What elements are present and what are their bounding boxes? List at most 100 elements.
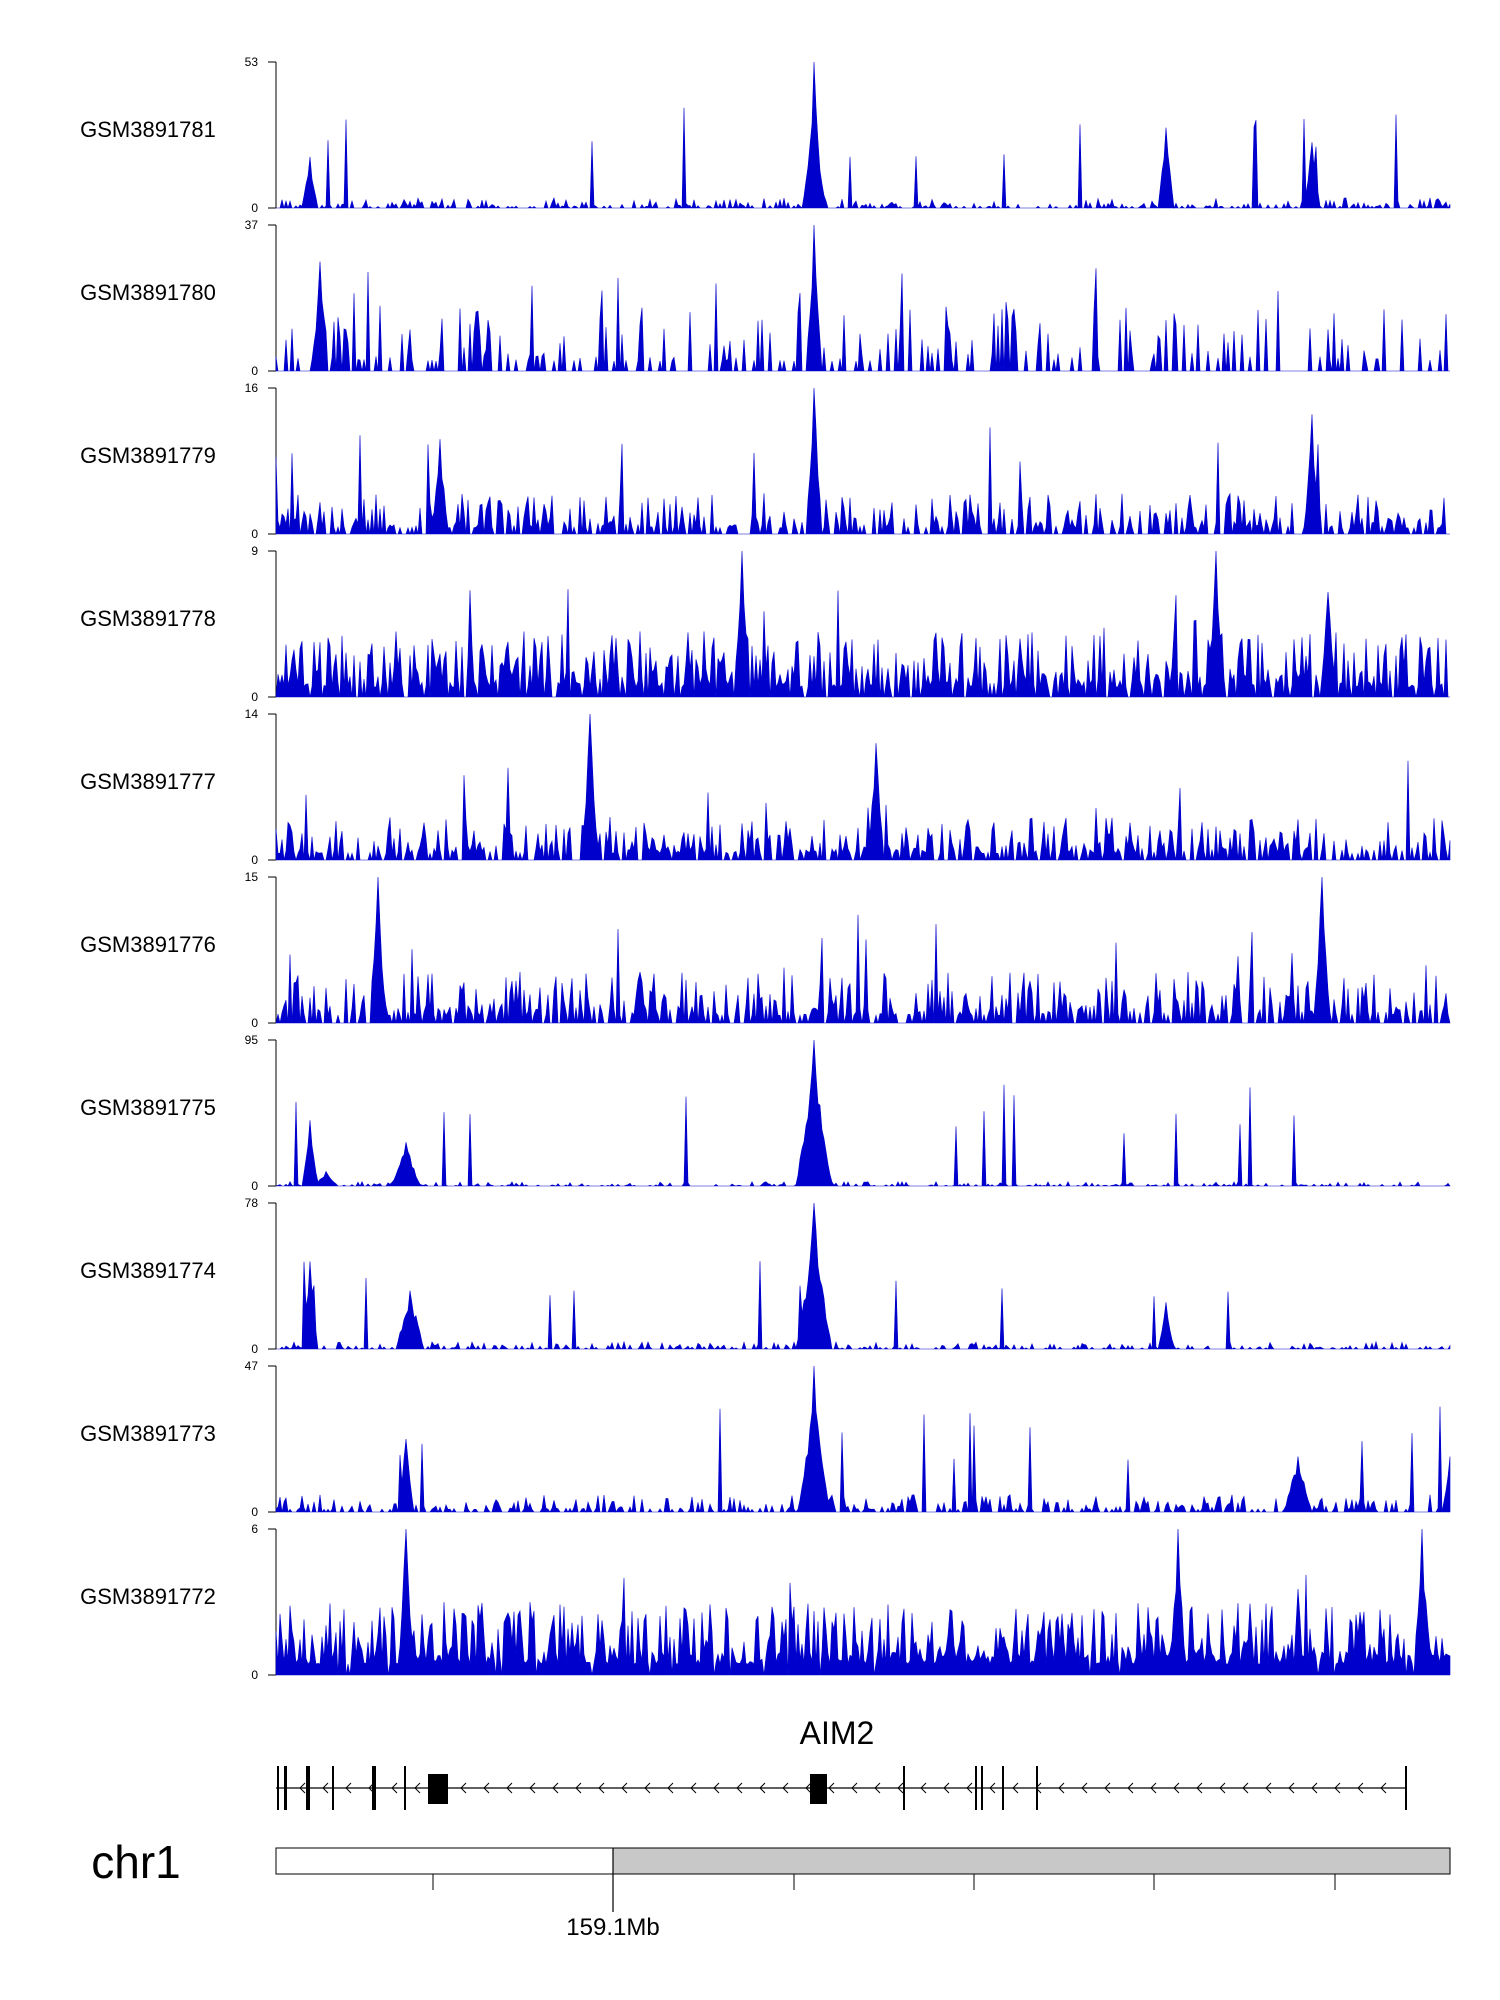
track-label: GSM3891777	[80, 769, 216, 794]
strand-arrow	[759, 1782, 766, 1794]
ideogram-band-gray	[612, 1847, 1451, 1875]
y-max-label: 47	[245, 1359, 259, 1373]
exon	[981, 1766, 983, 1810]
track-label: GSM3891773	[80, 1421, 216, 1446]
y-max-label: 16	[245, 381, 259, 395]
track-label: GSM3891778	[80, 606, 216, 631]
strand-arrow	[943, 1782, 950, 1794]
track-label: GSM3891780	[80, 280, 216, 305]
strand-arrow	[897, 1782, 904, 1794]
y-max-label: 95	[245, 1033, 259, 1047]
track-label: GSM3891774	[80, 1258, 216, 1283]
strand-arrow	[713, 1782, 720, 1794]
signal-area	[275, 387, 1450, 536]
y-max-label: 37	[245, 218, 259, 232]
strand-arrow	[1334, 1782, 1341, 1794]
signal-area	[275, 713, 1451, 862]
strand-arrow	[1288, 1782, 1295, 1794]
strand-arrow	[920, 1782, 927, 1794]
exon	[332, 1766, 334, 1810]
track-label: GSM3891775	[80, 1095, 216, 1120]
track-GSM3891772: GSM3891772 6 0	[80, 1522, 1451, 1682]
y-min-label: 0	[251, 201, 258, 215]
signal-area	[276, 61, 1451, 210]
strand-arrow	[575, 1782, 582, 1794]
chromosome-ideogram: chr1 159.1Mb	[91, 1836, 1451, 1941]
strand-arrow	[345, 1782, 352, 1794]
y-min-label: 0	[251, 1179, 258, 1193]
strand-arrow	[529, 1782, 536, 1794]
strand-arrow	[1127, 1782, 1134, 1794]
strand-arrow	[966, 1782, 973, 1794]
y-max-label: 53	[245, 55, 259, 69]
strand-arrow	[1012, 1782, 1019, 1794]
position-label: 159.1Mb	[566, 1914, 659, 1941]
y-max-label: 15	[245, 870, 259, 884]
signal-area	[275, 876, 1451, 1025]
ideogram-minor-ticks	[432, 1874, 1336, 1890]
strand-arrow	[414, 1782, 421, 1794]
track-GSM3891778: GSM3891778 9 0	[80, 544, 1450, 704]
track-label: GSM3891779	[80, 443, 216, 468]
strand-arrow	[874, 1782, 881, 1794]
exon	[1036, 1766, 1038, 1810]
strand-arrow	[1196, 1782, 1203, 1794]
strand-arrow	[1104, 1782, 1111, 1794]
track-GSM3891773: GSM3891773 47 0	[80, 1359, 1451, 1519]
strand-arrow	[805, 1782, 812, 1794]
signal-area	[275, 550, 1450, 698]
exon	[1405, 1766, 1407, 1810]
y-min-label: 0	[251, 527, 258, 541]
signal-area	[275, 224, 1450, 372]
exon	[903, 1766, 905, 1810]
exon-block	[428, 1774, 448, 1804]
strand-arrow	[1380, 1782, 1387, 1794]
strand-arrow	[1242, 1782, 1249, 1794]
strand-arrow	[322, 1782, 329, 1794]
strand-arrow	[1265, 1782, 1272, 1794]
track-label: GSM3891781	[80, 117, 216, 142]
y-min-label: 0	[251, 1668, 258, 1682]
strand-arrow	[1219, 1782, 1226, 1794]
y-min-label: 0	[251, 690, 258, 704]
exon	[372, 1766, 376, 1810]
strand-arrow	[1081, 1782, 1088, 1794]
track-GSM3891775: GSM3891775 95 0	[80, 1033, 1451, 1193]
y-min-label: 0	[251, 1016, 258, 1030]
chromosome-label: chr1	[91, 1836, 180, 1888]
track-GSM3891780: GSM3891780 37 0	[80, 218, 1450, 378]
y-min-label: 0	[251, 1342, 258, 1356]
strand-arrow	[690, 1782, 697, 1794]
track-label: GSM3891772	[80, 1584, 216, 1609]
track-GSM3891779: GSM3891779 16 0	[80, 381, 1450, 541]
exon	[1002, 1766, 1004, 1810]
gene-label: AIM2	[800, 1715, 875, 1751]
signal-area	[275, 1528, 1451, 1676]
strand-arrow	[1357, 1782, 1364, 1794]
exon	[306, 1766, 310, 1810]
strand-arrow	[828, 1782, 835, 1794]
strand-arrow	[736, 1782, 743, 1794]
strand-arrow	[460, 1782, 467, 1794]
exon	[975, 1766, 977, 1810]
track-GSM3891781: GSM3891781 53 0	[80, 55, 1451, 215]
strand-arrow	[1058, 1782, 1065, 1794]
track-GSM3891777: GSM3891777 14 0	[80, 707, 1451, 867]
strand-arrow	[989, 1782, 996, 1794]
exon	[284, 1766, 287, 1810]
exon	[404, 1766, 406, 1810]
ideogram-band-light	[275, 1847, 614, 1875]
y-max-label: 6	[251, 1522, 258, 1536]
track-GSM3891776: GSM3891776 15 0	[80, 870, 1451, 1030]
strand-arrow	[391, 1782, 398, 1794]
signal-tracks: GSM3891781530GSM3891780370GSM3891779160G…	[80, 55, 1451, 1682]
y-min-label: 0	[251, 853, 258, 867]
strand-arrow	[851, 1782, 858, 1794]
y-max-label: 14	[245, 707, 259, 721]
y-min-label: 0	[251, 1505, 258, 1519]
exon	[277, 1766, 279, 1810]
strand-arrow	[299, 1782, 306, 1794]
strand-arrow	[621, 1782, 628, 1794]
strand-arrow	[667, 1782, 674, 1794]
